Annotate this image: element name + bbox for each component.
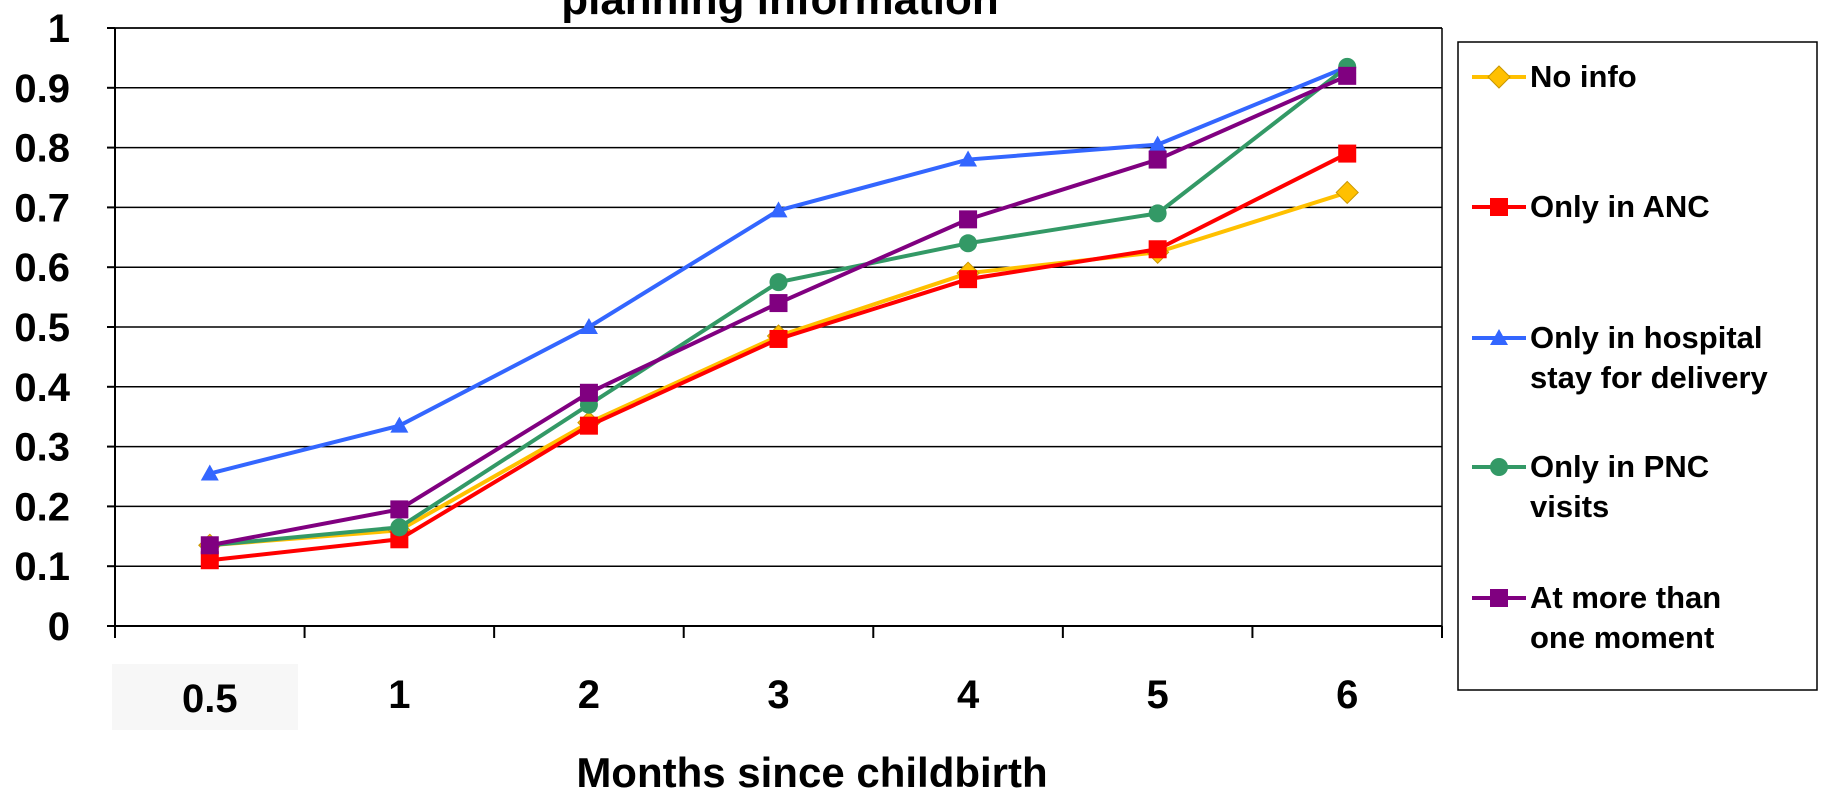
legend-box <box>1457 41 1818 691</box>
chart-title: planning information <box>561 0 999 24</box>
legend-swatch-marker <box>1490 589 1508 607</box>
y-tick-label: 0.2 <box>14 485 70 529</box>
series-5 <box>200 66 1357 555</box>
y-tick-label: 0.3 <box>14 426 70 470</box>
data-point <box>1335 180 1359 205</box>
x-tick-label: 3 <box>767 673 789 717</box>
series-2 <box>200 144 1357 570</box>
x-tick-label: 4 <box>957 673 980 717</box>
y-tick-label: 0.9 <box>14 67 70 111</box>
legend-swatch-marker <box>1490 198 1508 216</box>
x-tick-label: 0.5 <box>182 677 238 721</box>
legend-swatch-marker <box>1490 458 1508 476</box>
x-tick-label: 2 <box>578 673 600 717</box>
y-tick-label: 0 <box>48 605 70 649</box>
data-point <box>1338 66 1357 85</box>
data-point <box>769 294 788 313</box>
data-point <box>390 500 409 519</box>
y-tick-label: 0.6 <box>14 246 70 290</box>
y-tick-label: 0.7 <box>14 186 70 230</box>
data-point <box>390 518 409 537</box>
y-tick-label: 0.5 <box>14 306 70 350</box>
legend-label: At more than <box>1530 580 1721 615</box>
legend: No info Only in ANC Only in hospital stay f… <box>1457 41 1818 691</box>
x-tick-label-background <box>112 664 298 730</box>
legend-entry: At more than one moment <box>1472 580 1721 655</box>
data-point <box>1148 135 1167 152</box>
data-point <box>959 150 978 167</box>
legend-entry: Only in ANC <box>1472 189 1710 224</box>
legend-label: Only in PNC <box>1530 449 1709 484</box>
axes: 0 0.1 0.2 0.3 0.4 0.5 0.6 0.7 0.8 0.9 1 0.5 1 2 3 4 5 6 <box>14 7 1443 730</box>
data-series <box>198 57 1359 570</box>
x-tick-label: 1 <box>388 673 410 717</box>
data-point <box>579 416 598 435</box>
data-point <box>1148 240 1167 259</box>
data-point <box>769 329 788 348</box>
legend-label: visits <box>1530 489 1609 524</box>
data-point <box>579 318 598 334</box>
data-point <box>579 383 598 402</box>
series-3 <box>200 57 1357 481</box>
legend-label: No info <box>1530 59 1637 94</box>
legend-label: Only in hospital <box>1530 320 1763 355</box>
x-tick-label: 5 <box>1147 673 1169 717</box>
y-tick-label: 0.4 <box>14 366 70 410</box>
data-point <box>200 464 219 481</box>
data-point <box>769 273 788 292</box>
legend-label: Only in ANC <box>1530 189 1710 224</box>
data-point <box>959 270 978 289</box>
legend-swatch-marker <box>1487 65 1511 89</box>
y-tick-label: 1 <box>48 7 70 51</box>
series-line <box>209 65 1348 476</box>
data-point <box>200 536 219 555</box>
data-point <box>1148 204 1167 223</box>
legend-label: stay for delivery <box>1530 360 1769 395</box>
legend-swatch-marker <box>1490 329 1508 345</box>
legend-entry: No info <box>1472 59 1637 94</box>
y-tick-label: 0.8 <box>14 127 70 171</box>
data-point <box>959 210 978 229</box>
legend-label: one moment <box>1530 620 1714 655</box>
data-point <box>1338 144 1357 163</box>
y-tick-label: 0.1 <box>14 545 70 589</box>
legend-entry: Only in hospital stay for delivery <box>1472 320 1769 395</box>
x-tick-label: 6 <box>1336 673 1358 717</box>
x-axis-title: Months since childbirth <box>576 749 1047 790</box>
data-point <box>200 551 219 570</box>
series-line <box>209 190 1348 548</box>
data-point <box>769 201 788 218</box>
data-point <box>959 234 978 253</box>
data-point <box>390 416 409 433</box>
legend-entry: Only in PNC visits <box>1472 449 1709 524</box>
data-point <box>1148 150 1167 169</box>
